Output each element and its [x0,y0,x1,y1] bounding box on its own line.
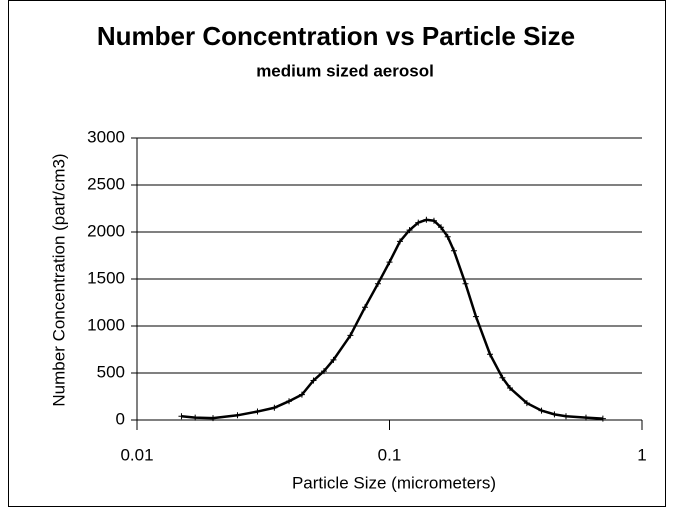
x-tick-label: 0.01 [120,445,153,464]
data-marker [310,377,317,384]
data-line [181,218,603,420]
data-marker [444,233,451,240]
chart-frame [8,0,666,507]
data-marker [462,280,469,287]
data-marker [538,407,545,414]
y-axis-label: Number Concentration (part/cm3) [49,153,68,406]
y-tick-label: 3000 [87,127,125,146]
y-tick-label: 1500 [87,268,125,287]
data-marker [562,413,569,420]
data-marker [438,224,445,231]
y-tick-label: 500 [97,362,125,381]
data-marker [178,413,185,420]
data-marker [599,415,606,422]
x-axis-label: Particle Size (micrometers) [292,473,496,492]
data-marker [254,408,261,415]
data-marker [406,227,413,234]
data-marker [423,216,430,223]
data-marker [386,259,393,266]
y-tick-label: 2500 [87,174,125,193]
data-marker [374,280,381,287]
data-marker [396,238,403,245]
data-marker [472,313,479,320]
data-marker [430,217,437,224]
chart-subtitle: medium sized aerosol [256,61,434,80]
data-marker [551,411,558,418]
y-tick-label: 0 [116,409,125,428]
x-tick-label: 1 [637,445,646,464]
data-marker [486,351,493,358]
data-marker [450,247,457,254]
data-marker [523,400,530,407]
chart-title: Number Concentration vs Particle Size [97,21,575,51]
x-tick-label: 0.1 [378,445,402,464]
data-marker [415,219,422,226]
data-marker [499,374,506,381]
data-marker [298,391,305,398]
data-marker [286,398,293,405]
data-marker [330,356,337,363]
data-marker [347,332,354,339]
y-tick-label: 1000 [87,315,125,334]
data-marker [320,368,327,375]
data-marker [271,404,278,411]
data-marker [506,385,513,392]
data-marker [362,304,369,311]
y-tick-label: 2000 [87,221,125,240]
data-marker [234,412,241,419]
